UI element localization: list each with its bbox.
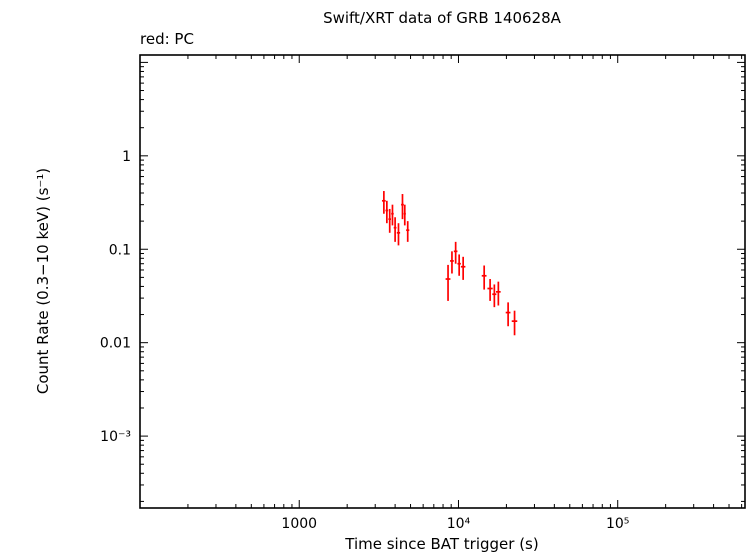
y-tick-label: 0.01 xyxy=(100,336,131,352)
x-tick-label: 10⁴ xyxy=(447,516,471,532)
y-tick-label: 0.1 xyxy=(109,242,131,258)
mode-label: red: PC xyxy=(140,30,194,48)
x-axis-label: Time since BAT trigger (s) xyxy=(344,535,538,553)
y-axis-label: Count Rate (0.3−10 keV) (s⁻¹) xyxy=(34,168,52,394)
plot-frame xyxy=(139,54,746,509)
x-tick-label: 1000 xyxy=(281,516,317,532)
y-tick-label: 10⁻³ xyxy=(100,429,131,445)
chart-title: Swift/XRT data of GRB 140628A xyxy=(323,9,562,27)
x-tick-label: 10⁵ xyxy=(606,516,629,532)
y-tick-label: 1 xyxy=(122,149,131,165)
